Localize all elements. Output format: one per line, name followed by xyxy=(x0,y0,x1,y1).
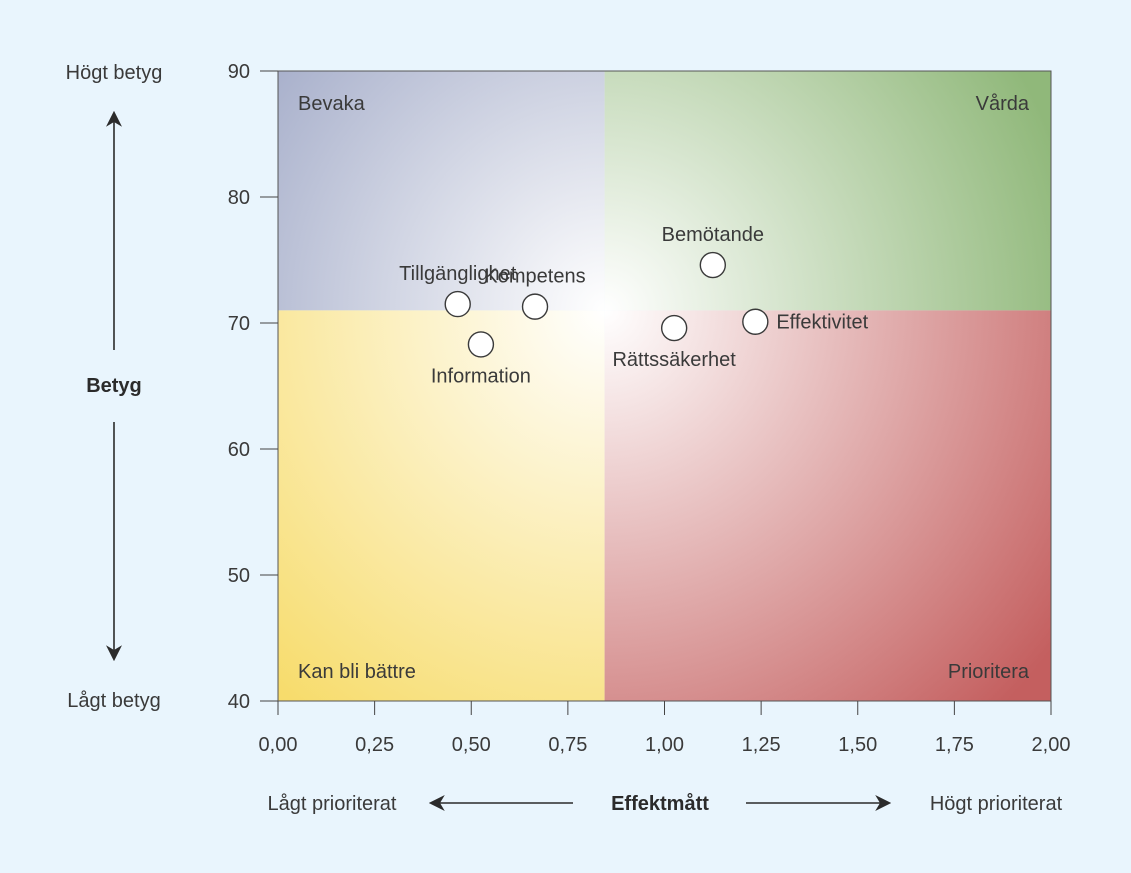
x-low-label: Lågt prioriterat xyxy=(268,793,397,815)
x-tick-label: 1,00 xyxy=(645,734,684,756)
x-tick-label: 2,00 xyxy=(1032,734,1071,756)
x-tick-label: 0,75 xyxy=(548,734,587,756)
data-point xyxy=(699,251,727,279)
x-high-label: Högt prioriterat xyxy=(930,793,1063,815)
y-tick-label: 60 xyxy=(228,439,250,461)
data-point xyxy=(467,331,495,358)
data-point-label: Rättssäkerhet xyxy=(612,349,736,371)
x-tick-label: 0,00 xyxy=(259,734,298,756)
data-point xyxy=(660,314,688,342)
x-tick-label: 1,75 xyxy=(935,734,974,756)
data-point xyxy=(444,290,471,318)
data-point xyxy=(742,308,769,335)
axes: 0,00 0,25 0,50 0,75 1,00 1,25 1,50 1,75 2,00 40 50… xyxy=(228,61,1071,756)
x-tick-label: 0,25 xyxy=(355,734,394,756)
data-point-label: Tillgänglighet xyxy=(399,263,517,285)
x-tick-label: 0,50 xyxy=(452,734,491,756)
y-tick-label: 40 xyxy=(228,691,250,713)
quadrant-bottom-right xyxy=(604,310,1051,701)
y-tick-label: 70 xyxy=(228,313,250,335)
y-tick-label: 90 xyxy=(228,61,250,83)
y-axis-title: Betyg xyxy=(86,375,142,397)
quadrant-bottom-left xyxy=(278,310,605,701)
y-tick-label: 80 xyxy=(228,187,250,209)
quadrant-label-bottom-right: Prioritera xyxy=(948,661,1030,683)
quadrant-label-top-left: Bevaka xyxy=(298,93,366,115)
x-tick-label: 1,25 xyxy=(742,734,781,756)
quadrant-label-bottom-left: Kan bli bättre xyxy=(298,661,416,683)
y-tick-label: 50 xyxy=(228,565,250,587)
data-point xyxy=(521,293,549,320)
x-tick-label: 1,50 xyxy=(838,734,877,756)
data-point-label: Bemötande xyxy=(662,224,764,246)
x-axis-title: Effektmått xyxy=(611,792,709,815)
data-point-label: Kompetens xyxy=(484,266,585,288)
data-point-label: Effektivitet xyxy=(776,312,868,334)
quadrant-top-right xyxy=(604,71,1051,311)
y-high-label: Högt betyg xyxy=(66,62,163,84)
y-low-label: Lågt betyg xyxy=(67,690,160,712)
data-point-label: Information xyxy=(431,365,531,387)
quadrant-top-left xyxy=(278,71,605,311)
quadrant-label-top-right: Vårda xyxy=(976,93,1030,115)
